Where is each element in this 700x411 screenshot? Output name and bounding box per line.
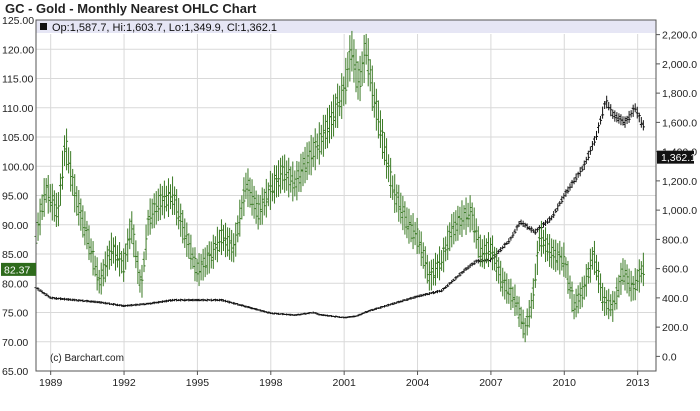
right-last-value: 1,362.1 (661, 152, 696, 164)
left-tick-label: 125.00 (2, 15, 34, 27)
ohlc-header-band (36, 20, 656, 33)
x-tick-label: 1992 (112, 377, 136, 389)
left-tick-label: 95.00 (2, 191, 28, 203)
left-tick-label: 110.00 (2, 103, 33, 115)
x-tick-label: 1995 (186, 377, 210, 389)
left-tick-label: 75.00 (2, 308, 28, 320)
plot-frame (35, 19, 657, 372)
right-tick-label: 800.0 (662, 234, 688, 246)
left-tick-label: 80.00 (2, 278, 28, 290)
left-tick-label: 120.00 (2, 44, 34, 56)
chart-credit: (c) Barchart.com (50, 353, 124, 364)
series-layer (34, 30, 645, 343)
left-last-value-badge: 82.37 (1, 262, 36, 276)
right-tick-label: 1,600.0 (662, 117, 697, 129)
ratio-series (34, 30, 645, 343)
left-tick-label: 105.00 (2, 132, 34, 144)
series-marker-icon (40, 23, 47, 30)
x-tick-label: 1998 (259, 377, 283, 389)
right-tick-label: 1,000.0 (662, 205, 697, 217)
x-tick-label: 1989 (39, 377, 63, 389)
x-tick-label: 2004 (406, 377, 430, 389)
right-axis-ticks: 2,200.02,000.01,800.01,600.01,400.01,200… (656, 30, 697, 363)
right-tick-label: 1,800.0 (662, 88, 697, 100)
right-tick-label: 1,200.0 (662, 176, 697, 188)
chart-title: GC - Gold - Monthly Nearest OHLC Chart (5, 1, 257, 16)
right-last-value-badge: 1,362.1 (657, 150, 696, 164)
gold-price-series (34, 95, 645, 319)
right-tick-label: 400.0 (662, 293, 688, 305)
right-tick-label: 600.0 (662, 264, 688, 276)
x-tick-label: 2001 (332, 377, 356, 389)
grid-lines (36, 34, 656, 371)
left-axis-ticks: 125.00 120.00 115.00 110.00 105.00 100.00 95.0… (2, 15, 34, 378)
right-tick-label: 2,000.0 (662, 59, 697, 71)
x-tick-label: 2010 (553, 377, 577, 389)
ohlc-summary: Op:1,587.7, Hi:1,603.7, Lo:1,349.9, Cl:1… (52, 22, 277, 34)
left-tick-label: 100.00 (2, 161, 34, 173)
right-tick-label: 200.0 (662, 322, 688, 334)
left-tick-label: 70.00 (2, 337, 28, 349)
x-tick-label: 2007 (479, 377, 503, 389)
left-tick-label: 115.00 (2, 74, 33, 86)
right-tick-label: 0.0 (662, 351, 677, 363)
left-tick-label: 85.00 (2, 249, 28, 261)
x-axis-ticks: 1989 1992 1995 1998 2001 2004 2007 2010 2013 (39, 371, 650, 389)
left-tick-label: 65.00 (2, 366, 28, 378)
right-tick-label: 2,200.0 (662, 30, 697, 42)
left-last-value: 82.37 (4, 264, 30, 276)
x-tick-label: 2013 (626, 377, 650, 389)
left-tick-label: 90.00 (2, 220, 28, 232)
